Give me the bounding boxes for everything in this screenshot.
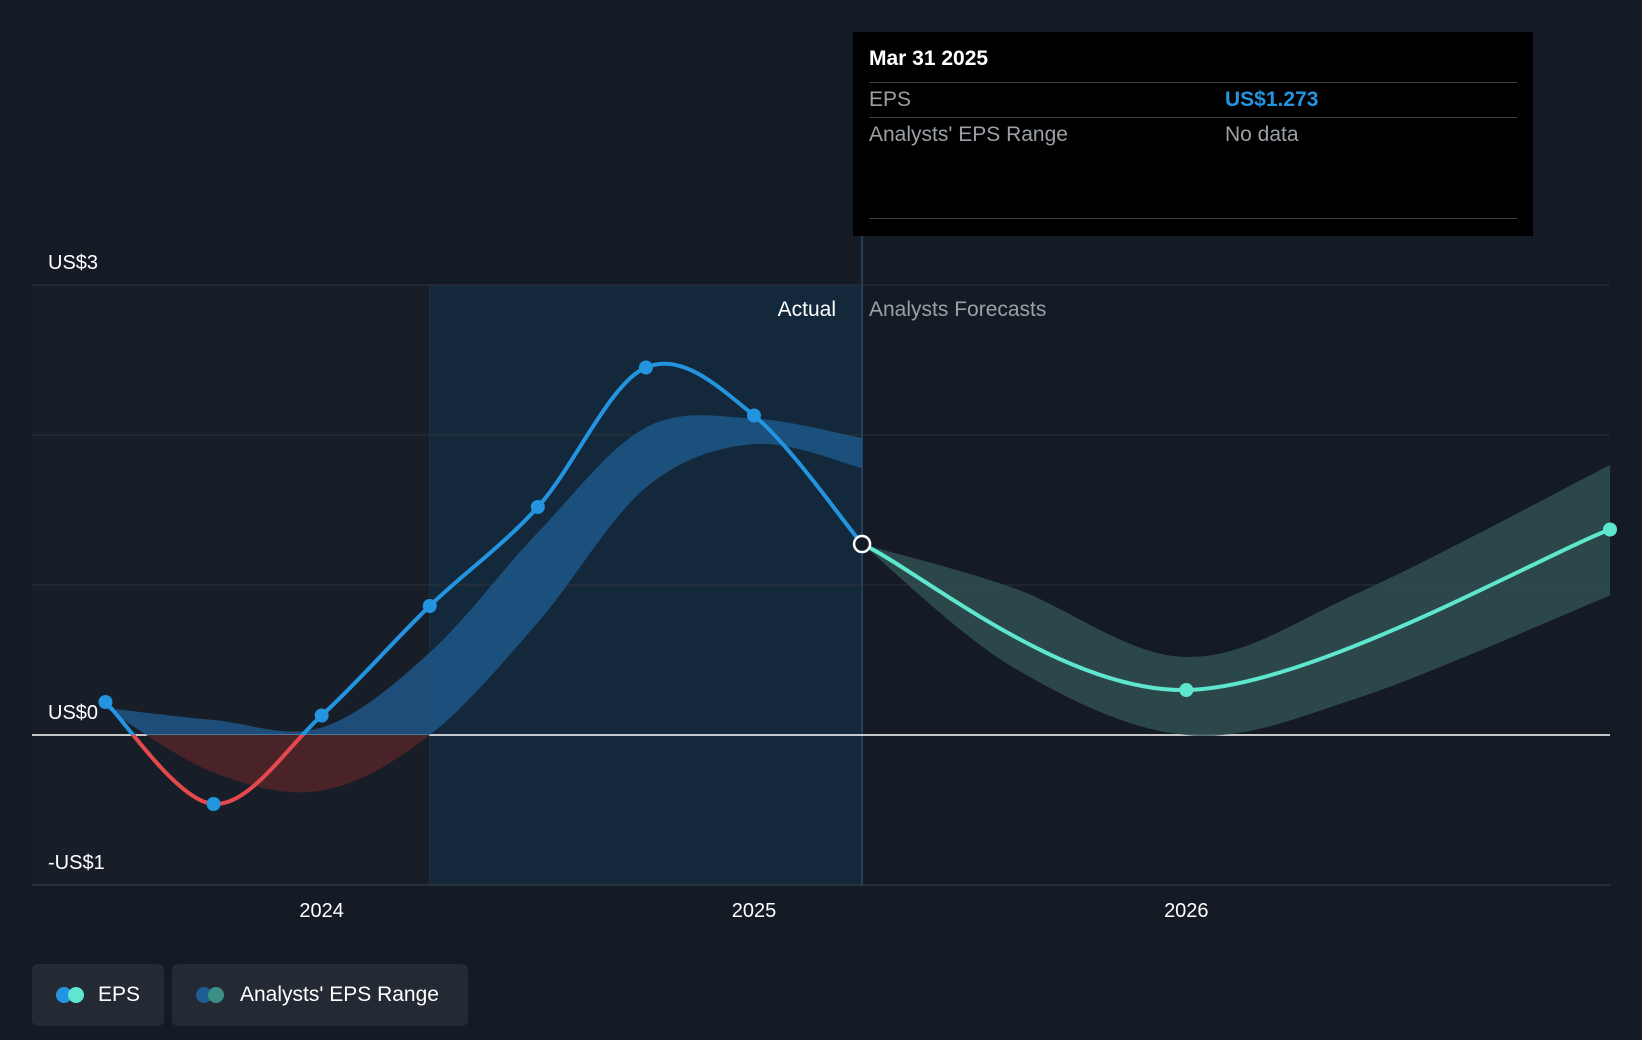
y-tick-label: US$3 <box>48 252 98 274</box>
tooltip-eps-label: EPS <box>869 88 912 111</box>
eps-point <box>746 408 761 423</box>
past-range-band-negative <box>146 735 430 793</box>
x-tick-label: 2024 <box>299 900 344 922</box>
eps-legend-icon <box>56 987 84 1003</box>
tooltip-row-eps: EPS US$1.273 <box>869 83 1517 118</box>
x-tick-label: 2025 <box>732 900 777 922</box>
tooltip-divider <box>869 218 1517 219</box>
y-tick-label: -US$1 <box>48 852 105 874</box>
tooltip-eps-value: US$1.273 <box>1225 88 1319 111</box>
tooltip-range-label: Analysts' EPS Range <box>869 123 1068 146</box>
tooltip-row-range: Analysts' EPS Range No data <box>869 118 1517 152</box>
tooltip-date: Mar 31 2025 <box>869 46 1517 83</box>
forecast-range-band <box>862 465 1610 736</box>
forecast-point <box>1603 522 1617 537</box>
tooltip-range-value: No data <box>1225 123 1299 146</box>
eps-point <box>98 695 113 709</box>
section-actual-label: Actual <box>778 298 836 321</box>
section-forecast-label: Analysts Forecasts <box>869 298 1046 321</box>
past-range-band <box>105 415 863 735</box>
eps-line <box>104 361 864 735</box>
eps-point <box>638 360 653 375</box>
eps-point-current <box>852 534 872 554</box>
eps-line-negative <box>130 735 306 807</box>
forecast-point <box>1179 683 1194 697</box>
range-legend-icon <box>196 987 226 1003</box>
eps-point <box>530 500 545 514</box>
eps-point <box>422 599 437 613</box>
eps-point <box>206 797 221 811</box>
x-tick-label: 2026 <box>1164 900 1209 922</box>
legend-range[interactable]: Analysts' EPS Range <box>172 964 468 1026</box>
tooltip: Mar 31 2025 EPS US$1.273 Analysts' EPS R… <box>853 32 1533 236</box>
eps-point <box>314 708 329 723</box>
legend-range-label: Analysts' EPS Range <box>240 983 439 1006</box>
legend-eps-label: EPS <box>97 983 140 1006</box>
legend-eps[interactable]: EPS <box>32 964 164 1026</box>
y-tick-label: US$0 <box>48 702 98 724</box>
